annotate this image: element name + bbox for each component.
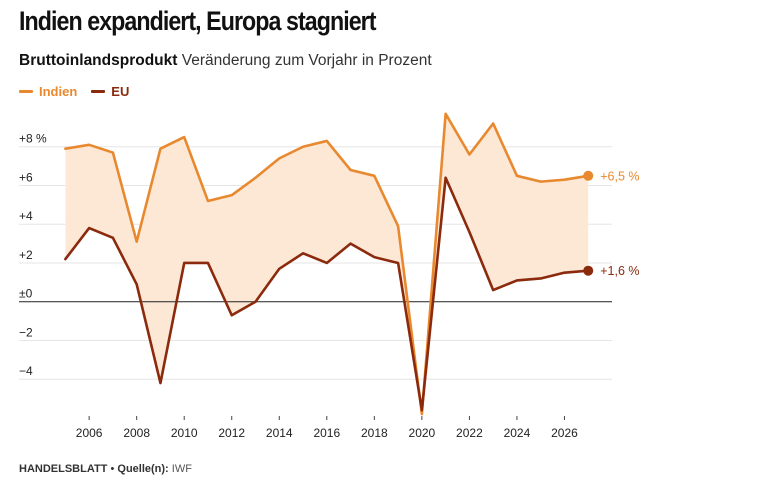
y-tick-label-2: +4 [19,209,33,223]
x-tick-label-7: 2020 [409,426,436,440]
x-tick-label-10: 2026 [551,426,578,440]
chart-subtitle: Bruttoinlandsprodukt Veränderung zum Vor… [19,52,432,70]
legend-swatch-india [19,90,33,93]
footer-separator: • [110,463,115,475]
x-tick-label-6: 2018 [361,426,388,440]
series-layer [64,112,594,416]
footer-source-label: Quelle(n): [117,463,169,475]
x-tick-label-2: 2010 [171,426,198,440]
legend-item-india: Indien [19,84,77,99]
y-tick-label-0: +8 % [19,132,47,146]
chart-title: Indien expandiert, Europa stagniert [19,6,376,36]
x-tick-label-5: 2016 [313,426,340,440]
x-tick-label-9: 2024 [504,426,531,440]
y-axis-ticks: +8 % +6 +4 +2 ±0 −2 −4 [19,132,47,378]
x-tick-label-8: 2022 [456,426,483,440]
end-label-eu: +1,6 % [600,264,639,278]
subtitle-unit: Veränderung zum Vorjahr in Prozent [181,52,432,69]
end-label-layer: +6,5 % +1,6 % [600,169,639,278]
legend-swatch-eu [91,90,106,93]
chart-footer: HANDELSBLATT • Quelle(n): IWF [19,463,192,475]
legend-item-eu: EU [91,84,129,99]
difference-band-layer [65,113,589,415]
x-tick-label-4: 2014 [266,426,293,440]
y-tick-label-6: −4 [19,364,33,378]
y-tick-label-4: ±0 [19,287,33,301]
end-marker-india [583,170,594,181]
x-axis-ticks: 2006 2008 2010 2012 2014 2016 2018 2020 2022 2024… [76,416,578,440]
y-tick-label-3: +2 [19,248,33,262]
difference-band [65,113,589,415]
footer-source: IWF [171,463,192,475]
subtitle-metric: Bruttoinlandsprodukt [19,52,178,69]
end-label-india: +6,5 % [600,169,639,183]
x-tick-label-1: 2008 [123,426,150,440]
chart-legend: Indien EU [19,84,129,99]
end-marker-eu [583,265,594,276]
x-tick-label-0: 2006 [76,426,103,440]
legend-label-eu: EU [111,84,130,99]
y-tick-label-1: +6 [19,170,33,184]
x-tick-label-3: 2012 [218,426,245,440]
legend-label-india: Indien [39,84,78,99]
y-tick-label-5: −2 [19,325,33,339]
footer-brand: HANDELSBLATT [19,463,108,475]
